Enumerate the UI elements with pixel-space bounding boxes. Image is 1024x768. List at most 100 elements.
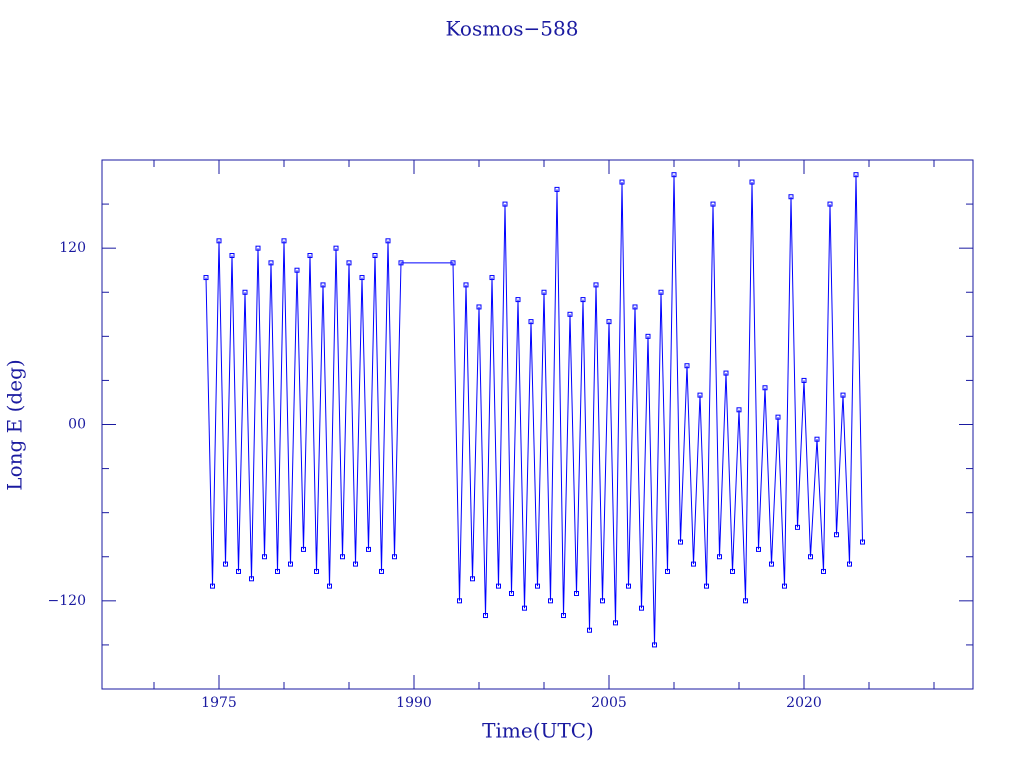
data-point xyxy=(223,561,228,567)
data-point xyxy=(301,546,306,552)
x-tick-label: 2020 xyxy=(786,695,822,711)
data-point xyxy=(834,532,839,538)
data-point xyxy=(652,642,657,648)
data-point xyxy=(860,539,865,545)
data-point xyxy=(626,583,631,589)
x-axis-label: Time(UTC) xyxy=(482,719,594,743)
data-point xyxy=(359,275,365,281)
data-point xyxy=(366,546,371,552)
x-tick-label: 1990 xyxy=(396,695,432,711)
y-tick-label: 00 xyxy=(68,417,86,433)
y-tick-label: −120 xyxy=(48,593,86,609)
data-point xyxy=(639,605,644,611)
data-point xyxy=(645,333,651,339)
data-point xyxy=(522,605,527,611)
data-point xyxy=(281,238,287,244)
data-point xyxy=(697,392,703,398)
data-point xyxy=(671,172,677,178)
data-point xyxy=(353,561,358,567)
data-point xyxy=(372,253,378,259)
data-point xyxy=(665,568,670,574)
data-point xyxy=(262,554,267,560)
plot-frame xyxy=(101,159,974,690)
data-point xyxy=(814,436,820,442)
data-point xyxy=(600,598,605,604)
data-point xyxy=(593,282,599,288)
data-point xyxy=(567,311,573,317)
data-point xyxy=(769,561,774,567)
data-point xyxy=(242,289,248,295)
data-point xyxy=(756,546,761,552)
data-point xyxy=(606,319,612,325)
data-point xyxy=(548,598,553,604)
data-point xyxy=(736,407,742,413)
data-point xyxy=(632,304,638,310)
data-point xyxy=(515,297,521,303)
data-point xyxy=(320,282,326,288)
data-point xyxy=(509,590,514,596)
data-point xyxy=(294,267,300,273)
data-point xyxy=(821,568,826,574)
data-point xyxy=(489,275,495,281)
y-tick-label: 120 xyxy=(59,240,86,256)
data-point xyxy=(392,554,397,560)
data-point xyxy=(801,377,807,383)
data-point xyxy=(730,568,735,574)
chart-title: Kosmos−588 xyxy=(446,17,579,41)
data-point xyxy=(561,613,566,619)
data-point xyxy=(340,554,345,560)
y-axis-label: Long E (deg) xyxy=(3,359,27,490)
data-point xyxy=(658,289,664,295)
data-point xyxy=(463,282,469,288)
data-point xyxy=(684,363,690,369)
data-point xyxy=(840,392,846,398)
data-point xyxy=(210,583,215,589)
data-line xyxy=(205,174,863,645)
data-point xyxy=(541,289,547,295)
data-point xyxy=(580,297,586,303)
data-point xyxy=(717,554,722,560)
data-point xyxy=(788,194,794,200)
data-point xyxy=(333,245,339,251)
data-point xyxy=(470,576,475,582)
data-point xyxy=(307,253,313,259)
data-point xyxy=(216,238,222,244)
data-point xyxy=(574,590,579,596)
data-point xyxy=(288,561,293,567)
data-point xyxy=(749,179,755,185)
data-point xyxy=(762,385,768,391)
data-point xyxy=(528,319,534,325)
data-point xyxy=(613,620,618,626)
data-point xyxy=(678,539,683,545)
data-point xyxy=(502,201,508,207)
data-point xyxy=(379,568,384,574)
data-point xyxy=(853,172,859,178)
data-point xyxy=(255,245,261,251)
data-point xyxy=(483,613,488,619)
data-point xyxy=(314,568,319,574)
data-point xyxy=(203,275,209,281)
data-point xyxy=(275,568,280,574)
data-point xyxy=(782,583,787,589)
data-point xyxy=(398,260,404,266)
data-point xyxy=(457,598,462,604)
data-point xyxy=(554,186,560,192)
data-point xyxy=(450,260,456,266)
data-point xyxy=(476,304,482,310)
data-point xyxy=(619,179,625,185)
data-point xyxy=(827,201,833,207)
data-point xyxy=(775,414,781,420)
data-point xyxy=(808,554,813,560)
data-point xyxy=(249,576,254,582)
data-point xyxy=(535,583,540,589)
data-point xyxy=(229,253,235,259)
data-point xyxy=(691,561,696,567)
data-point xyxy=(496,583,501,589)
data-point xyxy=(587,627,592,633)
data-point xyxy=(236,568,241,574)
data-point xyxy=(847,561,852,567)
data-point xyxy=(346,260,352,266)
data-point xyxy=(385,238,391,244)
x-tick-label: 1975 xyxy=(201,695,237,711)
